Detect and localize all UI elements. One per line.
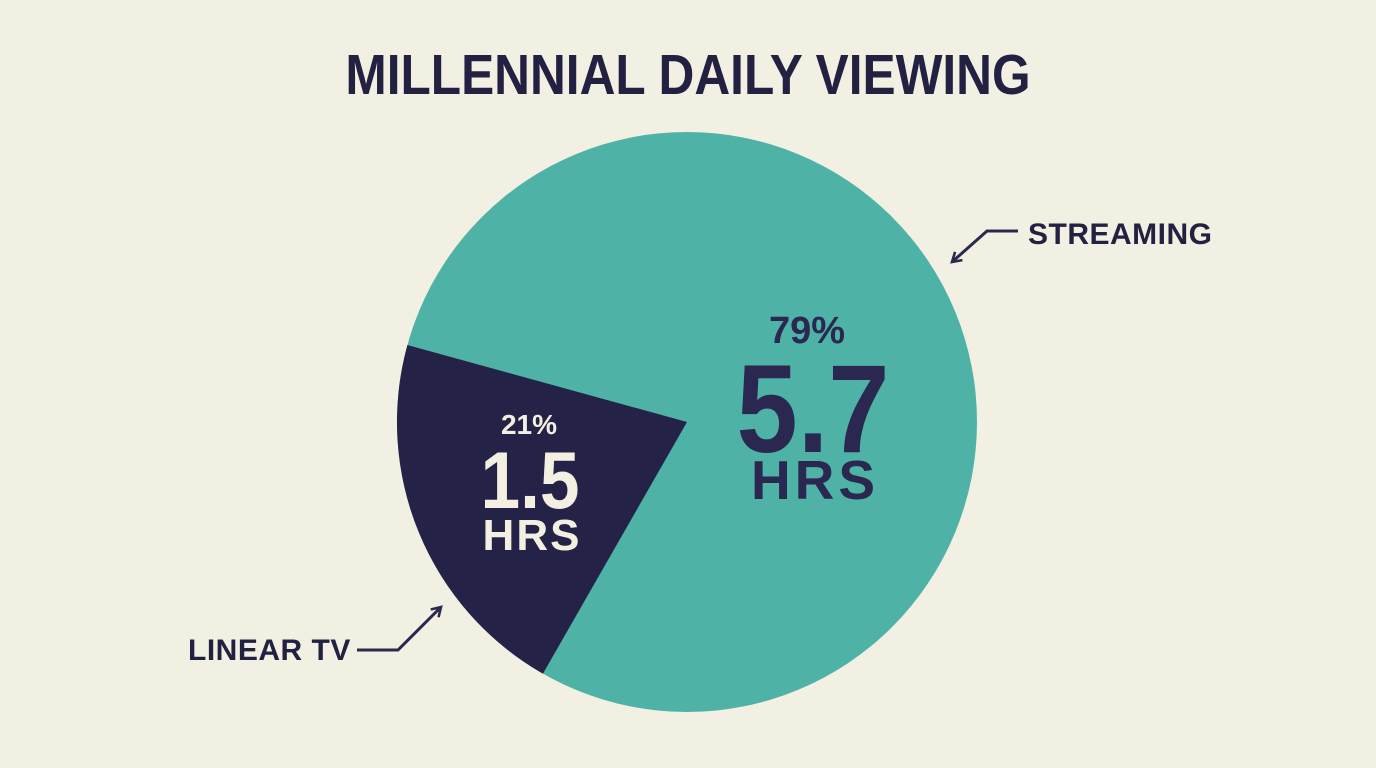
linear-tv-slice	[396, 345, 687, 674]
linear-tv-hours-unit: HRS	[482, 511, 582, 560]
streaming-callout-arrow	[950, 229, 1018, 264]
page-title: MILLENNIAL DAILY VIEWING	[345, 43, 1031, 107]
streaming-hours-unit: HRS	[750, 449, 880, 511]
streaming-callout-label: STREAMING	[1028, 218, 1213, 251]
linear-tv-hours-value: 1.5	[480, 436, 580, 526]
linear-tv-callout-arrow	[357, 605, 443, 652]
streaming-percent: 79%	[768, 310, 846, 352]
linear-tv-callout-label: LINEAR TV	[188, 634, 351, 667]
linear-tv-percent: 21%	[500, 409, 558, 440]
streaming-hours-value: 5.7	[736, 340, 890, 479]
